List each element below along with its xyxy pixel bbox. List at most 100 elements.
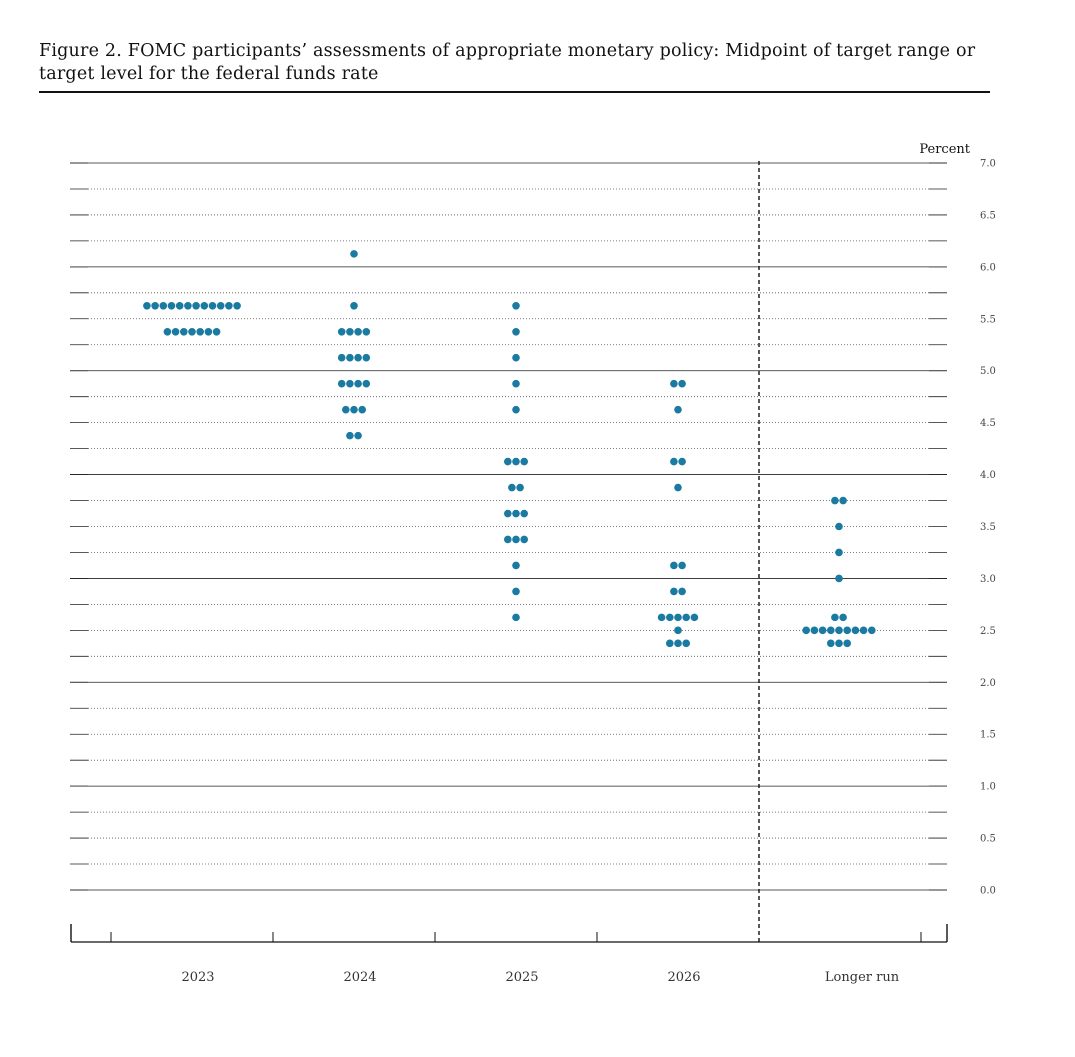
dot-point bbox=[520, 535, 528, 544]
dot-point bbox=[674, 626, 682, 635]
dot-point bbox=[835, 522, 843, 531]
dot-point bbox=[504, 535, 512, 544]
dot-point bbox=[666, 639, 674, 648]
dot-point bbox=[512, 587, 520, 596]
dot-point bbox=[666, 613, 674, 622]
dot-point bbox=[346, 431, 354, 440]
dot-point bbox=[337, 327, 346, 336]
y-tick-label: 0.5 bbox=[980, 834, 996, 845]
y-tick-label: 2.5 bbox=[980, 626, 996, 637]
dot-point bbox=[670, 587, 678, 596]
dot-point bbox=[512, 353, 520, 362]
y-tick-label: 2.0 bbox=[980, 678, 996, 689]
dot-point bbox=[159, 302, 168, 310]
dot-point bbox=[831, 496, 839, 505]
y-tick-label: 1.0 bbox=[980, 782, 996, 793]
dot-point bbox=[682, 613, 690, 622]
figure-title: Figure 2. FOMC participants’ assessments… bbox=[39, 41, 976, 84]
x-category-label: 2023 bbox=[181, 970, 214, 985]
dot-point bbox=[818, 626, 827, 635]
dot-point bbox=[354, 379, 362, 388]
dot-point bbox=[512, 302, 520, 310]
dot-point bbox=[188, 327, 196, 336]
dot-point bbox=[843, 626, 851, 635]
dot-point bbox=[354, 327, 362, 336]
y-tick-label: 0.0 bbox=[980, 886, 996, 897]
dot-point bbox=[167, 302, 176, 310]
grid-layer bbox=[70, 162, 947, 891]
dot-point bbox=[337, 379, 346, 388]
dot-point bbox=[802, 626, 810, 635]
dot-point bbox=[362, 327, 371, 336]
dot-point bbox=[204, 327, 213, 336]
y-axis-unit-label: Percent bbox=[919, 142, 970, 157]
dot-point bbox=[512, 457, 520, 466]
dot-point bbox=[674, 405, 682, 414]
dot-point bbox=[350, 405, 358, 414]
x-category-label: 2025 bbox=[505, 970, 538, 985]
dot-point bbox=[839, 496, 847, 505]
dot-point bbox=[520, 457, 528, 466]
dot-point bbox=[171, 327, 180, 336]
dot-point bbox=[212, 327, 221, 336]
dot-point bbox=[670, 379, 678, 388]
x-category-label: 2024 bbox=[343, 970, 376, 985]
title-rule bbox=[39, 91, 990, 93]
dot-point bbox=[827, 639, 835, 648]
dot-point bbox=[827, 626, 835, 635]
dot-point bbox=[678, 457, 686, 466]
y-tick-label: 1.5 bbox=[980, 730, 996, 741]
dot-point bbox=[346, 327, 354, 336]
dot-point bbox=[354, 431, 362, 440]
dot-point bbox=[690, 613, 699, 622]
dot-point bbox=[337, 353, 346, 362]
dot-point bbox=[835, 626, 843, 635]
y-tick-label: 3.5 bbox=[980, 522, 996, 533]
y-tick-label: 7.0 bbox=[980, 159, 996, 170]
dot-point bbox=[512, 405, 520, 414]
dot-point bbox=[839, 613, 847, 622]
dot-point bbox=[362, 353, 371, 362]
dot-point bbox=[175, 302, 184, 310]
dot-point bbox=[208, 302, 217, 310]
dot-point bbox=[868, 626, 876, 635]
dot-point bbox=[682, 639, 690, 648]
dot-point bbox=[346, 379, 354, 388]
x-category-label: 2026 bbox=[667, 970, 700, 985]
dot-point bbox=[354, 353, 362, 362]
dot-point bbox=[512, 613, 520, 622]
dot-point bbox=[835, 639, 843, 648]
dot-point bbox=[512, 379, 520, 388]
dot-point bbox=[233, 302, 241, 310]
dot-point bbox=[843, 639, 851, 648]
dot-point bbox=[657, 613, 666, 622]
dot-point bbox=[143, 302, 151, 310]
dot-point bbox=[350, 250, 358, 258]
dot-point bbox=[512, 561, 520, 570]
dot-point bbox=[859, 626, 868, 635]
dot-point bbox=[851, 626, 860, 635]
dot-point bbox=[192, 302, 200, 310]
dot-point bbox=[350, 302, 358, 310]
dot-point bbox=[520, 509, 528, 518]
dot-point bbox=[508, 483, 516, 492]
dot-point bbox=[180, 327, 188, 336]
y-tick-label: 4.0 bbox=[980, 470, 996, 481]
dot-point bbox=[358, 405, 367, 414]
y-tick-label: 4.5 bbox=[980, 418, 996, 429]
dot-point bbox=[674, 483, 682, 492]
axis-layer: 7.0 6.5 6.0 5.5 5.0 4.5 4.0 3.5 3.0 2.5 2.0 1.5 1.0 0… bbox=[70, 159, 996, 985]
dot-point bbox=[225, 302, 233, 310]
dot-point bbox=[512, 509, 520, 518]
dot-point bbox=[678, 587, 686, 596]
y-tick-label: 3.0 bbox=[980, 574, 996, 585]
y-tick-label: 6.5 bbox=[980, 210, 996, 221]
dot-point bbox=[678, 379, 686, 388]
y-tick-label: 5.0 bbox=[980, 366, 996, 377]
dot-point bbox=[516, 483, 524, 492]
dot-point bbox=[151, 302, 159, 310]
dot-point bbox=[163, 327, 172, 336]
dot-point bbox=[512, 535, 520, 544]
dot-point bbox=[512, 327, 520, 336]
